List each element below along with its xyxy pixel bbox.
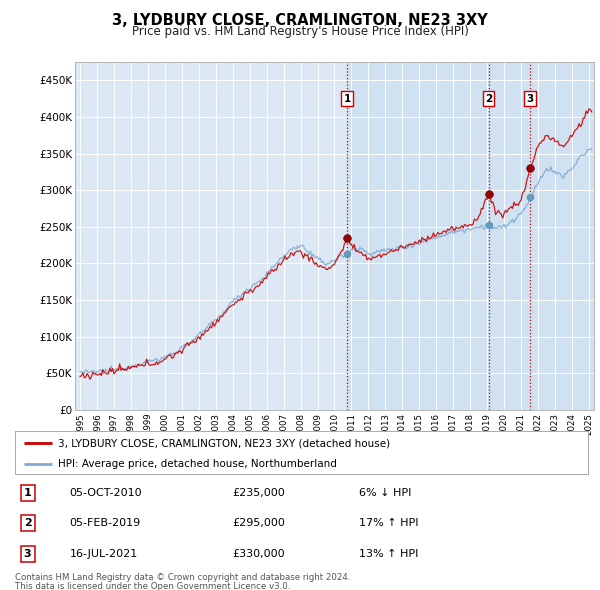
Text: 05-FEB-2019: 05-FEB-2019 [70, 519, 140, 528]
Text: 05-OCT-2010: 05-OCT-2010 [70, 488, 142, 498]
Text: 3: 3 [24, 549, 31, 559]
Text: HPI: Average price, detached house, Northumberland: HPI: Average price, detached house, Nort… [58, 460, 337, 470]
Text: £330,000: £330,000 [233, 549, 286, 559]
Text: Contains HM Land Registry data © Crown copyright and database right 2024.: Contains HM Land Registry data © Crown c… [15, 573, 350, 582]
Text: £295,000: £295,000 [233, 519, 286, 528]
Text: 3: 3 [527, 93, 534, 103]
Text: 1: 1 [344, 93, 351, 103]
Text: 6% ↓ HPI: 6% ↓ HPI [359, 488, 411, 498]
Bar [347, 62, 594, 410]
Text: This data is licensed under the Open Government Licence v3.0.: This data is licensed under the Open Gov… [15, 582, 290, 590]
Text: £235,000: £235,000 [233, 488, 286, 498]
Text: 1: 1 [24, 488, 31, 498]
Text: 16-JUL-2021: 16-JUL-2021 [70, 549, 137, 559]
Text: 13% ↑ HPI: 13% ↑ HPI [359, 549, 418, 559]
Text: Price paid vs. HM Land Registry's House Price Index (HPI): Price paid vs. HM Land Registry's House … [131, 25, 469, 38]
Text: 2: 2 [24, 519, 31, 528]
Text: 2: 2 [485, 93, 492, 103]
Text: 17% ↑ HPI: 17% ↑ HPI [359, 519, 418, 528]
Text: 3, LYDBURY CLOSE, CRAMLINGTON, NE23 3XY (detached house): 3, LYDBURY CLOSE, CRAMLINGTON, NE23 3XY … [58, 438, 390, 448]
Text: 3, LYDBURY CLOSE, CRAMLINGTON, NE23 3XY: 3, LYDBURY CLOSE, CRAMLINGTON, NE23 3XY [112, 13, 488, 28]
